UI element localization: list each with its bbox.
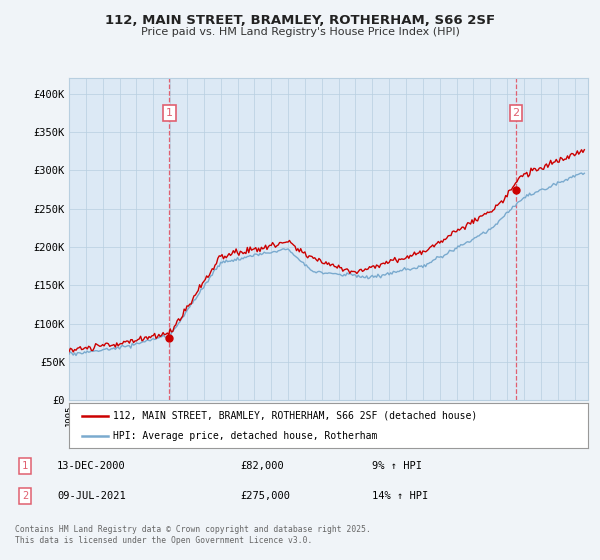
Text: 1: 1: [22, 461, 28, 471]
Text: 1: 1: [166, 108, 173, 118]
Text: 112, MAIN STREET, BRAMLEY, ROTHERHAM, S66 2SF (detached house): 112, MAIN STREET, BRAMLEY, ROTHERHAM, S6…: [113, 410, 478, 421]
Text: HPI: Average price, detached house, Rotherham: HPI: Average price, detached house, Roth…: [113, 431, 377, 441]
Text: 112, MAIN STREET, BRAMLEY, ROTHERHAM, S66 2SF: 112, MAIN STREET, BRAMLEY, ROTHERHAM, S6…: [105, 14, 495, 27]
Text: £82,000: £82,000: [240, 461, 284, 471]
Text: 2: 2: [512, 108, 520, 118]
Text: 13-DEC-2000: 13-DEC-2000: [57, 461, 126, 471]
Text: £275,000: £275,000: [240, 491, 290, 501]
Text: 14% ↑ HPI: 14% ↑ HPI: [372, 491, 428, 501]
Text: 2: 2: [22, 491, 28, 501]
Text: Price paid vs. HM Land Registry's House Price Index (HPI): Price paid vs. HM Land Registry's House …: [140, 27, 460, 37]
Text: 9% ↑ HPI: 9% ↑ HPI: [372, 461, 422, 471]
Text: 09-JUL-2021: 09-JUL-2021: [57, 491, 126, 501]
Text: Contains HM Land Registry data © Crown copyright and database right 2025.
This d: Contains HM Land Registry data © Crown c…: [15, 525, 371, 545]
